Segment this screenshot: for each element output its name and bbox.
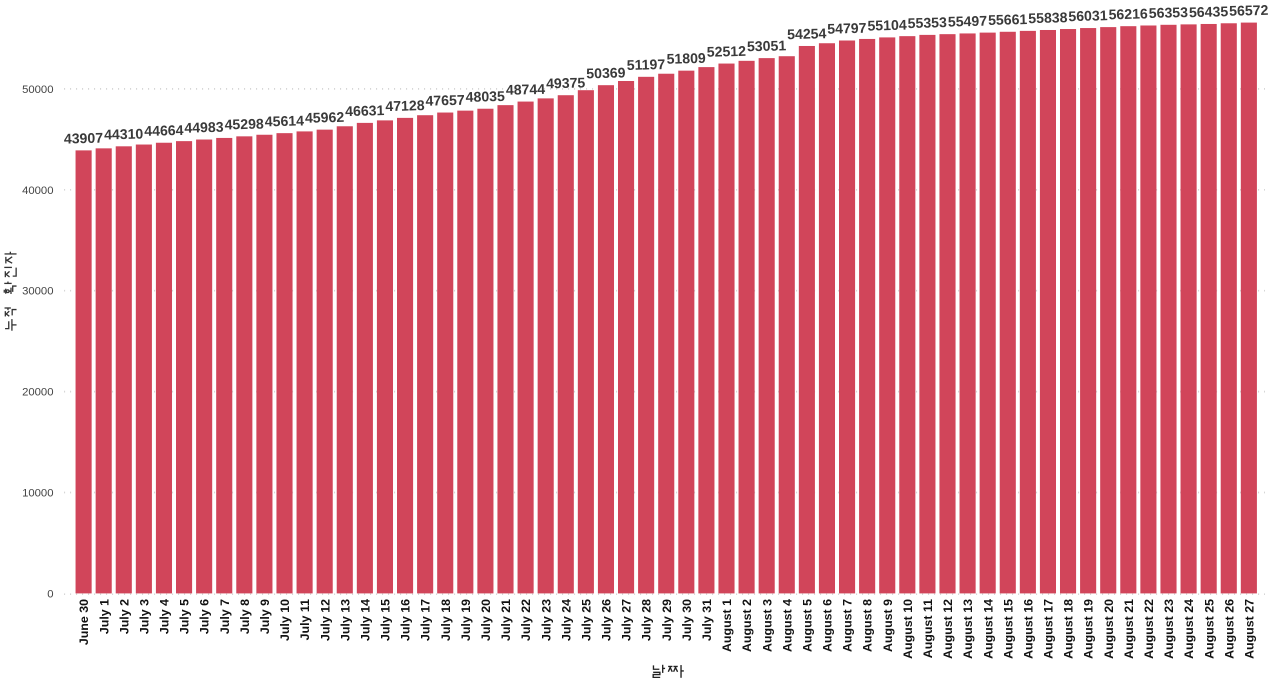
svg-text:August 10: August 10 — [901, 599, 915, 659]
svg-text:45614: 45614 — [265, 112, 305, 129]
svg-text:56435: 56435 — [1189, 3, 1229, 20]
svg-text:July 5: July 5 — [178, 599, 192, 634]
svg-text:51809: 51809 — [666, 50, 706, 67]
svg-text:48035: 48035 — [465, 88, 505, 105]
svg-text:August 12: August 12 — [941, 599, 955, 659]
svg-text:54254: 54254 — [787, 25, 827, 42]
svg-text:July 15: July 15 — [379, 599, 393, 641]
svg-text:44983: 44983 — [184, 119, 224, 136]
svg-text:July 17: July 17 — [419, 599, 433, 641]
svg-text:August 26: August 26 — [1222, 599, 1236, 659]
svg-text:49375: 49375 — [546, 74, 586, 91]
svg-text:55838: 55838 — [1028, 9, 1068, 26]
svg-text:56353: 56353 — [1149, 4, 1189, 21]
svg-text:44664: 44664 — [144, 122, 184, 139]
svg-text:July 23: July 23 — [539, 599, 553, 641]
svg-text:47657: 47657 — [425, 92, 465, 109]
svg-text:July 26: July 26 — [600, 599, 614, 641]
svg-text:August 25: August 25 — [1202, 599, 1216, 659]
svg-text:August 11: August 11 — [921, 599, 935, 658]
svg-text:51197: 51197 — [627, 56, 666, 73]
svg-text:55497: 55497 — [948, 13, 988, 30]
svg-text:July 16: July 16 — [399, 599, 413, 641]
svg-text:August 21: August 21 — [1122, 599, 1136, 659]
svg-text:July 11: July 11 — [298, 599, 312, 640]
svg-text:July 29: July 29 — [660, 599, 674, 641]
svg-text:July 20: July 20 — [479, 599, 493, 641]
svg-text:August 13: August 13 — [961, 599, 975, 659]
svg-text:56572: 56572 — [1229, 2, 1269, 19]
svg-text:August 20: August 20 — [1102, 599, 1116, 659]
svg-text:July 7: July 7 — [218, 599, 232, 634]
svg-text:August 4: August 4 — [780, 599, 794, 652]
svg-text:August 1: August 1 — [720, 599, 734, 652]
svg-text:46631: 46631 — [345, 102, 385, 119]
svg-text:August 27: August 27 — [1243, 599, 1257, 659]
svg-text:August 14: August 14 — [981, 599, 995, 659]
svg-text:43907: 43907 — [64, 130, 104, 147]
svg-text:July 1: July 1 — [97, 599, 111, 634]
svg-text:August 2: August 2 — [740, 599, 754, 652]
svg-text:August 16: August 16 — [1022, 599, 1036, 659]
svg-text:August 24: August 24 — [1182, 599, 1196, 659]
svg-text:July 4: July 4 — [158, 599, 172, 634]
svg-text:August 5: August 5 — [801, 599, 815, 652]
svg-text:July 21: July 21 — [499, 599, 513, 641]
svg-text:August 18: August 18 — [1062, 599, 1076, 659]
svg-text:July 10: July 10 — [278, 599, 292, 641]
svg-text:July 30: July 30 — [680, 599, 694, 641]
svg-text:30000: 30000 — [22, 286, 53, 298]
svg-text:44310: 44310 — [104, 125, 144, 142]
svg-text:June 30: June 30 — [77, 599, 91, 645]
svg-text:July 18: July 18 — [439, 599, 453, 641]
svg-text:55353: 55353 — [907, 14, 947, 31]
svg-text:56216: 56216 — [1108, 5, 1148, 22]
svg-text:August 19: August 19 — [1082, 599, 1096, 659]
svg-text:47128: 47128 — [385, 97, 425, 114]
svg-text:August 9: August 9 — [881, 599, 895, 652]
svg-text:July 3: July 3 — [138, 599, 152, 634]
svg-text:10000: 10000 — [22, 488, 53, 500]
svg-text:August 23: August 23 — [1162, 599, 1176, 659]
svg-text:July 9: July 9 — [258, 599, 272, 634]
svg-text:July 19: July 19 — [459, 599, 473, 641]
svg-text:July 12: July 12 — [318, 599, 332, 641]
svg-text:53051: 53051 — [747, 37, 787, 54]
svg-text:August 22: August 22 — [1142, 599, 1156, 659]
svg-text:20000: 20000 — [22, 387, 53, 399]
svg-text:40000: 40000 — [22, 185, 53, 197]
svg-text:52512: 52512 — [707, 43, 747, 60]
svg-text:54797: 54797 — [827, 20, 867, 37]
svg-text:August 6: August 6 — [821, 599, 835, 652]
svg-text:50000: 50000 — [22, 84, 53, 96]
svg-text:55104: 55104 — [867, 17, 907, 34]
svg-text:50369: 50369 — [586, 64, 626, 81]
svg-text:July 14: July 14 — [359, 599, 373, 641]
svg-text:August 3: August 3 — [760, 599, 774, 652]
svg-text:45298: 45298 — [224, 115, 264, 132]
svg-text:July 22: July 22 — [519, 599, 533, 641]
svg-text:July 24: July 24 — [559, 599, 573, 641]
svg-text:August 15: August 15 — [1001, 599, 1015, 659]
svg-text:48744: 48744 — [506, 81, 546, 98]
svg-text:July 2: July 2 — [117, 599, 131, 634]
svg-text:August 7: August 7 — [841, 599, 855, 652]
svg-text:0: 0 — [47, 588, 53, 600]
svg-text:August 8: August 8 — [861, 599, 875, 652]
svg-text:July 28: July 28 — [640, 599, 654, 641]
svg-text:July 8: July 8 — [238, 599, 252, 634]
svg-text:45962: 45962 — [305, 109, 345, 126]
svg-text:July 31: July 31 — [700, 599, 714, 641]
svg-text:July 25: July 25 — [580, 599, 594, 641]
svg-text:56031: 56031 — [1068, 7, 1108, 24]
svg-text:July 6: July 6 — [198, 599, 212, 634]
svg-text:July 13: July 13 — [338, 599, 352, 641]
svg-text:July 27: July 27 — [620, 599, 634, 641]
svg-text:55661: 55661 — [988, 11, 1028, 28]
svg-text:August 17: August 17 — [1042, 599, 1056, 659]
